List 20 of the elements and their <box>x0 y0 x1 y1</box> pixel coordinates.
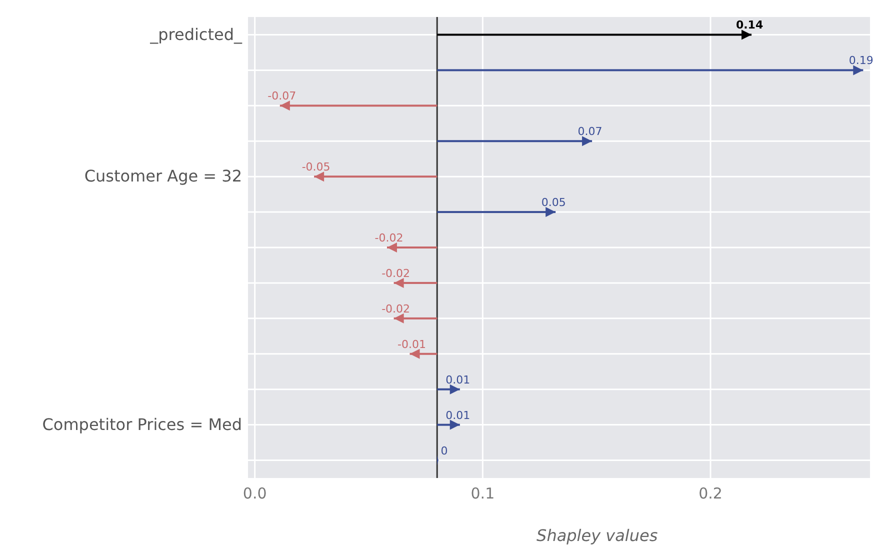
data-label: 0.07 <box>578 125 602 138</box>
data-label: 0.14 <box>736 18 764 32</box>
data-label: 0.01 <box>446 373 470 386</box>
data-label: -0.02 <box>382 302 410 316</box>
x-tick-label: 0.1 <box>470 484 495 503</box>
y-tick-label: Competitor Prices = Med <box>42 414 242 434</box>
data-label: -0.02 <box>374 232 404 244</box>
data-label: 0.05 <box>541 196 566 210</box>
y-tick-label: Customer Age = 32 <box>84 166 242 186</box>
data-label: -0.01 <box>398 338 426 351</box>
x-tick-label: 0.2 <box>698 484 722 503</box>
x-tick-label: 0.0 <box>242 484 267 503</box>
data-label: 0.01 <box>446 408 470 422</box>
data-label: -0.02 <box>382 266 410 280</box>
data-label: -0.07 <box>268 90 296 103</box>
data-label: 0.19 <box>848 54 874 68</box>
data-label: -0.05 <box>302 160 330 174</box>
data-label: 0 <box>440 444 448 458</box>
x-axis-title: Shapley values <box>536 526 658 545</box>
y-tick-label: _predicted_ <box>149 24 243 44</box>
